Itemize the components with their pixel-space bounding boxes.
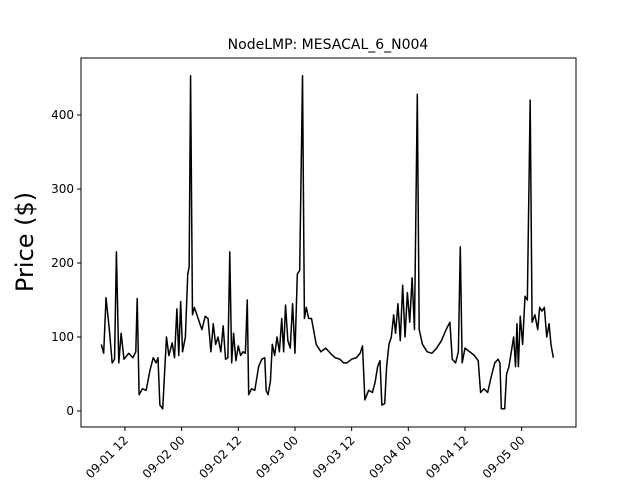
y-tick-label: 400 — [51, 108, 74, 122]
y-tick-label: 100 — [51, 330, 74, 344]
plot-frame — [80, 57, 577, 428]
y-axis-label: Price ($) — [11, 192, 39, 292]
y-tick-label: 300 — [51, 182, 74, 196]
y-tick-label: 0 — [66, 404, 74, 418]
price-line — [100, 75, 555, 410]
chart-title: NodeLMP: MESACAL_6_N004 — [228, 37, 429, 53]
y-tick-label: 200 — [51, 256, 74, 270]
